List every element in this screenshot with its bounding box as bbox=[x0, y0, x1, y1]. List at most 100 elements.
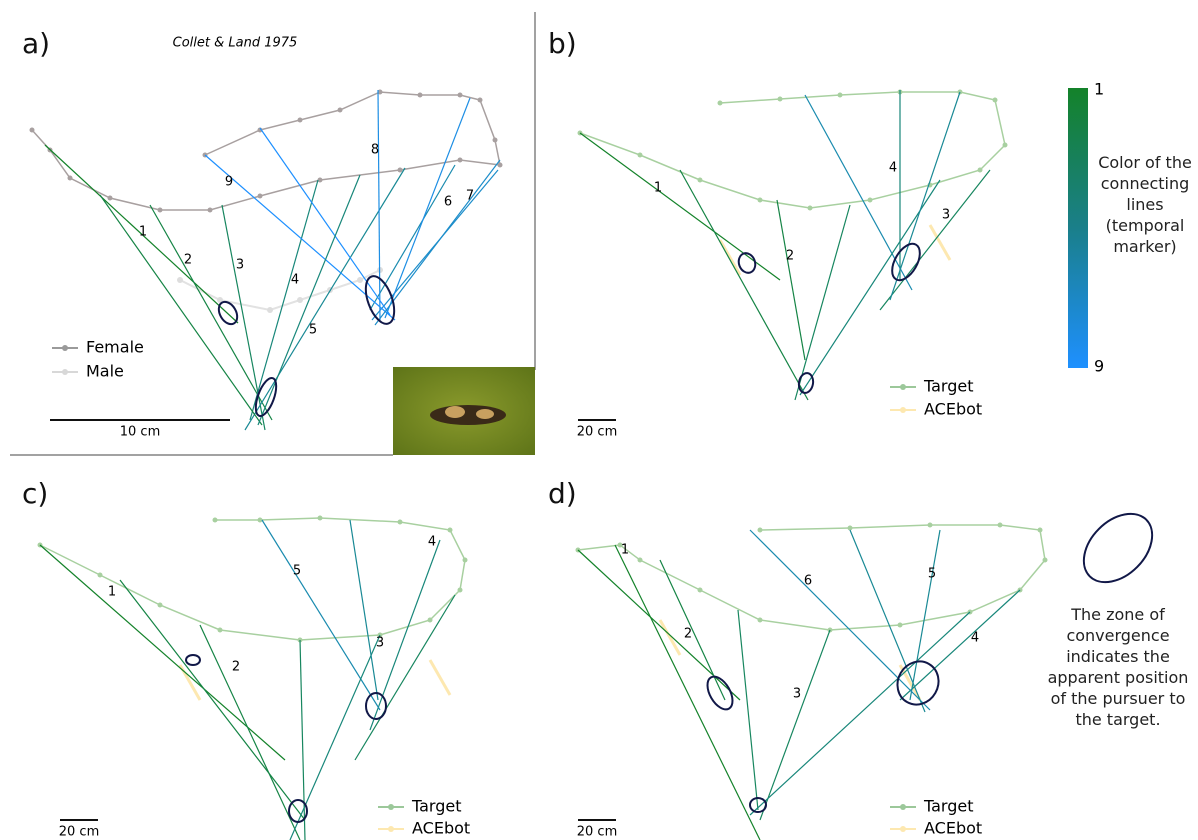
convergence-zone bbox=[896, 660, 940, 706]
legend-label: Female bbox=[86, 338, 144, 357]
trajectory-point bbox=[257, 193, 263, 199]
colorbar-top: 1 bbox=[1094, 80, 1104, 99]
connecting-line bbox=[794, 204, 851, 401]
panel-label: a) bbox=[22, 27, 50, 60]
connecting-line bbox=[909, 529, 941, 701]
trajectory-point bbox=[637, 152, 643, 158]
trajectory-point bbox=[697, 177, 703, 183]
connecting-line bbox=[879, 169, 991, 311]
trajectory-point bbox=[157, 207, 163, 213]
connecting-line bbox=[119, 579, 306, 821]
connecting-line bbox=[804, 94, 913, 291]
legend-label: ACEbot bbox=[924, 819, 982, 838]
connecting-line bbox=[204, 154, 396, 321]
trajectory-point bbox=[1042, 557, 1048, 563]
trajectory-point bbox=[492, 137, 498, 143]
connecting-line bbox=[369, 164, 456, 311]
line-label: 8 bbox=[371, 143, 379, 158]
connecting-line bbox=[299, 639, 306, 840]
connecting-line bbox=[369, 539, 441, 731]
pursuer-arrow bbox=[718, 239, 742, 276]
convergence-zone bbox=[706, 675, 734, 711]
panel-label: b) bbox=[548, 27, 577, 60]
scale-label: 10 cm bbox=[120, 425, 161, 440]
trajectory-point bbox=[67, 175, 73, 181]
target-trajectory bbox=[39, 517, 466, 641]
convergence-zone bbox=[365, 692, 387, 720]
trajectory-point bbox=[1002, 142, 1008, 148]
connecting-line bbox=[199, 624, 301, 840]
connecting-line bbox=[259, 127, 391, 316]
legend-dot bbox=[900, 384, 906, 390]
trajectory-point bbox=[717, 100, 723, 106]
trajectory-point bbox=[637, 557, 643, 563]
target-trajectory bbox=[579, 91, 1006, 209]
line-label: 2 bbox=[786, 249, 794, 264]
male-point bbox=[297, 297, 303, 303]
connecting-line bbox=[579, 132, 781, 281]
legend-dot bbox=[62, 345, 68, 351]
hoverfly-spot bbox=[445, 406, 465, 418]
convergence-zone bbox=[185, 654, 201, 666]
connecting-line bbox=[889, 91, 961, 301]
legend-dot bbox=[388, 804, 394, 810]
connecting-line bbox=[899, 589, 1021, 701]
trajectory-point bbox=[697, 587, 703, 593]
trajectory-point bbox=[212, 517, 218, 523]
scale-label: 20 cm bbox=[577, 425, 618, 440]
trajectory-point bbox=[847, 525, 853, 531]
convergence-zone bbox=[797, 372, 815, 394]
trajectory-point bbox=[807, 205, 813, 211]
target-trajectory bbox=[31, 91, 501, 211]
connecting-line bbox=[374, 159, 501, 326]
connecting-line bbox=[261, 519, 381, 711]
legend-dot bbox=[900, 804, 906, 810]
connecting-line bbox=[149, 204, 273, 421]
line-label: 7 bbox=[466, 189, 474, 204]
trajectory-point bbox=[297, 117, 303, 123]
line-label: 2 bbox=[184, 253, 192, 268]
convergence-zone bbox=[749, 797, 767, 813]
trajectory-point bbox=[897, 622, 903, 628]
trajectory-point bbox=[29, 127, 35, 133]
connecting-line bbox=[749, 529, 931, 711]
trajectory-point bbox=[837, 92, 843, 98]
legend-label: ACEbot bbox=[412, 819, 470, 838]
legend-dot bbox=[900, 826, 906, 832]
panel-label: c) bbox=[22, 477, 48, 510]
line-label: 4 bbox=[889, 161, 897, 176]
line-label: 6 bbox=[804, 574, 812, 589]
trajectory-point bbox=[397, 167, 403, 173]
line-label: 1 bbox=[621, 543, 629, 558]
connecting-line bbox=[99, 194, 263, 426]
convergence-note: The zone of convergence indicates the ap… bbox=[1047, 605, 1189, 729]
line-label: 3 bbox=[376, 636, 384, 651]
trajectory-point bbox=[1037, 527, 1043, 533]
legend-label: Target bbox=[923, 797, 974, 816]
trajectory-point bbox=[447, 527, 453, 533]
hoverfly bbox=[430, 405, 506, 425]
convergence-zone bbox=[364, 275, 396, 325]
trajectory-point bbox=[617, 542, 623, 548]
legend-dot bbox=[900, 407, 906, 413]
scale-label: 20 cm bbox=[59, 825, 100, 840]
pursuer-arrow bbox=[898, 664, 922, 701]
trajectory-point bbox=[867, 197, 873, 203]
trajectory-point bbox=[207, 207, 213, 213]
connecting-line bbox=[384, 97, 471, 319]
trajectory-point bbox=[757, 197, 763, 203]
trajectory-point bbox=[217, 627, 223, 633]
convergence-zone bbox=[891, 242, 921, 282]
legend-label: Target bbox=[411, 797, 462, 816]
convergence-ellipse-example bbox=[1082, 512, 1154, 584]
trajectory-point bbox=[377, 89, 383, 95]
legend-label: Male bbox=[86, 362, 124, 381]
line-label: 6 bbox=[444, 195, 452, 210]
line-label: 2 bbox=[684, 627, 692, 642]
connecting-line bbox=[614, 544, 761, 840]
trajectory-point bbox=[157, 602, 163, 608]
line-label: 1 bbox=[654, 181, 662, 196]
line-label: 5 bbox=[293, 564, 301, 579]
trajectory-point bbox=[457, 587, 463, 593]
line-label: 4 bbox=[428, 535, 436, 550]
